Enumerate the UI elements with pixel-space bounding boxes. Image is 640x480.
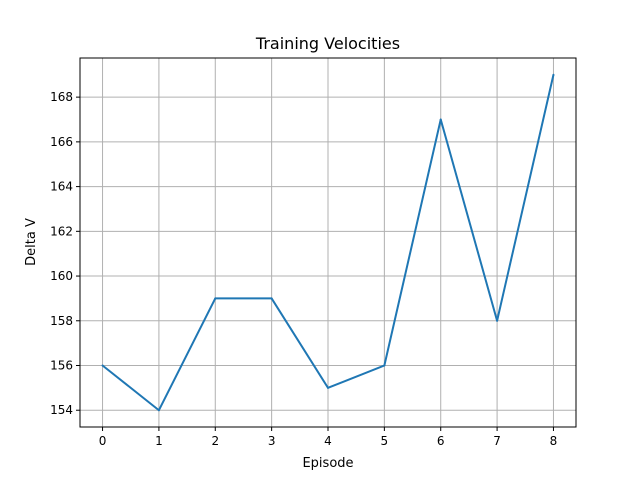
data-point [383, 364, 386, 367]
data-point [157, 409, 160, 412]
y-tick-label: 162 [50, 224, 73, 238]
x-axis-label: Episode [302, 456, 353, 471]
x-tick-label: 8 [550, 434, 558, 448]
data-point [327, 386, 329, 389]
chart-title: Training Velocities [255, 34, 400, 53]
y-tick-label: 168 [50, 90, 73, 104]
data-point [552, 73, 555, 76]
y-axis: 154 156 158 160 162 164 166 168 [50, 90, 80, 417]
data-point [101, 364, 104, 367]
data-point [439, 118, 442, 121]
y-tick-label: 158 [50, 314, 73, 328]
x-tick-label: 7 [493, 434, 501, 448]
y-axis-label: Delta V [24, 218, 39, 266]
x-tick-label: 6 [437, 434, 445, 448]
x-tick-label: 1 [155, 434, 163, 448]
data-point [496, 319, 499, 322]
data-point [214, 297, 217, 300]
x-tick-label: 2 [211, 434, 219, 448]
y-tick-label: 166 [50, 135, 73, 149]
x-tick-label: 3 [268, 434, 276, 448]
data-point [270, 297, 273, 300]
y-tick-label: 154 [50, 403, 73, 417]
y-tick-label: 164 [50, 180, 73, 194]
y-tick-label: 160 [50, 269, 73, 283]
x-tick-label: 4 [324, 434, 332, 448]
grid [80, 58, 576, 427]
x-axis: 0 1 2 3 4 5 6 7 8 [99, 427, 558, 448]
y-tick-label: 156 [50, 359, 73, 373]
x-tick-label: 5 [381, 434, 389, 448]
x-tick-label: 0 [99, 434, 107, 448]
series-layer [101, 73, 555, 412]
